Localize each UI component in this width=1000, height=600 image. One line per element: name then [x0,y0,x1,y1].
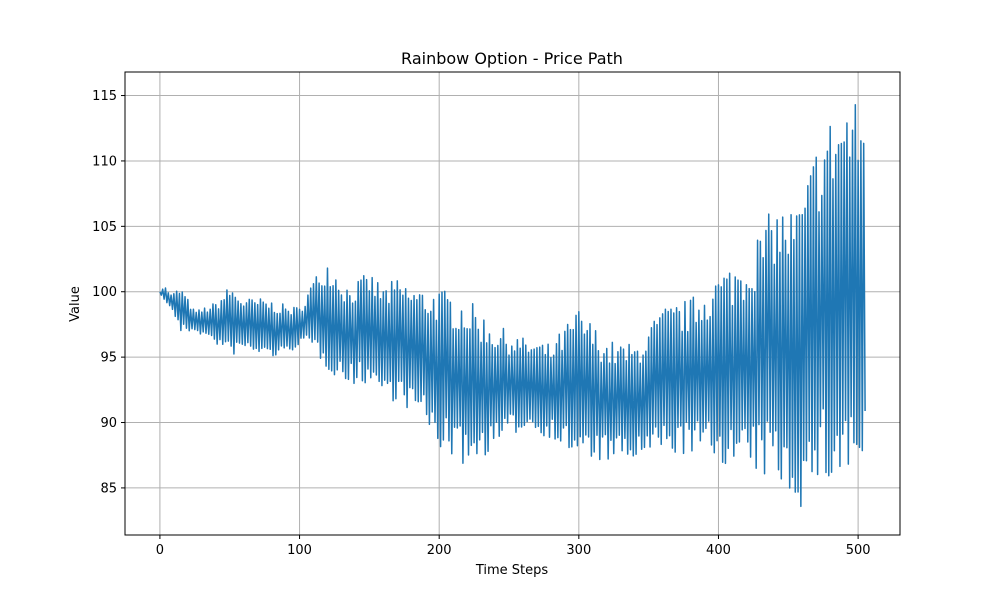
plot-frame [124,71,901,536]
y-tick-label: 115 [92,89,117,104]
x-tick-label: 100 [287,543,312,558]
y-tick-label: 110 [92,154,117,169]
y-tick-label: 85 [100,481,117,496]
price-path-line [159,104,866,508]
x-tick-label: 400 [706,543,731,558]
x-tick-label: 300 [566,543,591,558]
x-axis-label: Time Steps [475,563,549,578]
x-tick-label: 200 [427,543,452,558]
x-tick-label: 0 [156,543,164,558]
y-tick-label: 105 [92,220,117,235]
x-tick-label: 500 [846,543,871,558]
x-axis-ticks: 0 100 200 300 400 500 [156,535,871,558]
chart-title: Rainbow Option - Price Path [401,49,623,68]
y-tick-label: 95 [100,351,117,366]
y-tick-label: 100 [92,285,117,300]
y-tick-label: 90 [100,416,117,431]
y-axis-ticks: 85 90 95 100 105 110 115 [92,89,125,496]
y-axis-label: Value [68,286,83,322]
series-line [159,104,866,508]
